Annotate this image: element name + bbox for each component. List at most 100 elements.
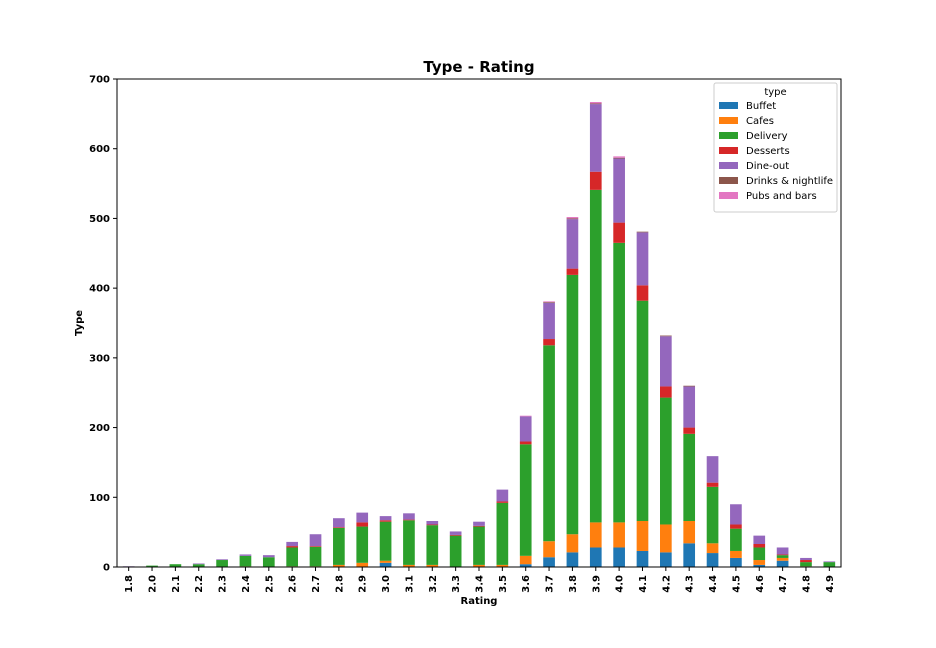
bar-delivery-2.2 bbox=[192, 564, 205, 567]
bar-pubs-and-bars-3.9 bbox=[589, 102, 602, 104]
legend-swatch-desserts bbox=[719, 147, 738, 154]
bar-desserts-4.8 bbox=[800, 560, 812, 563]
bar-pubs-and-bars-3.6 bbox=[519, 415, 532, 417]
x-tick-label: 4.9 bbox=[825, 575, 836, 593]
bar-drinks-nightlife-3.7 bbox=[543, 302, 555, 303]
bar-desserts-2.7 bbox=[309, 546, 322, 547]
x-tick-label: 3.7 bbox=[545, 575, 556, 593]
bar-dine-out-3.6 bbox=[519, 416, 532, 442]
bar-delivery-4.1 bbox=[636, 300, 649, 521]
bar-delivery-4.2 bbox=[660, 397, 672, 525]
bar-delivery-3.2 bbox=[426, 525, 439, 565]
x-tick-label: 4.2 bbox=[661, 575, 672, 593]
x-tick-label: 2.0 bbox=[148, 575, 159, 593]
bar-buffet-4.1 bbox=[636, 550, 649, 567]
x-tick-label: 3.4 bbox=[475, 575, 486, 593]
bar-cafes-4.3 bbox=[683, 520, 696, 544]
bar-dine-out-3.2 bbox=[426, 520, 439, 525]
bar-cafes-4.7 bbox=[776, 557, 789, 561]
bar-drinks-nightlife-4.3 bbox=[683, 385, 696, 387]
bar-delivery-4.8 bbox=[800, 562, 812, 567]
bar-buffet-3.0 bbox=[379, 562, 392, 567]
x-tick-label: 4.6 bbox=[755, 575, 766, 593]
bar-desserts-3.0 bbox=[379, 520, 392, 522]
bar-delivery-3.8 bbox=[566, 274, 579, 535]
bar-delivery-2.9 bbox=[356, 526, 369, 563]
bar-buffet-4.7 bbox=[776, 560, 789, 567]
legend: type Buffet Cafes Delivery Desserts Dine-out D… bbox=[713, 82, 838, 213]
bar-cafes-3.5 bbox=[496, 564, 509, 567]
bar-dine-out-3.9 bbox=[589, 104, 602, 172]
bar-desserts-3.4 bbox=[473, 525, 485, 527]
y-tick-label: 700 bbox=[89, 75, 110, 86]
x-tick-label: 3.2 bbox=[428, 575, 439, 593]
y-tick-label: 100 bbox=[89, 493, 110, 504]
bar-drinks-nightlife-4.0 bbox=[613, 157, 625, 159]
x-tick-label: 4.4 bbox=[708, 575, 719, 593]
bar-dine-out-2.3 bbox=[216, 559, 228, 561]
legend-label-dine-out: Dine-out bbox=[746, 161, 789, 172]
bar-cafes-2.8 bbox=[333, 564, 345, 567]
bar-desserts-2.8 bbox=[333, 527, 345, 528]
x-tick-label: 3.3 bbox=[451, 575, 462, 593]
bar-pubs-and-bars-3.8 bbox=[566, 217, 579, 219]
bar-dine-out-4.5 bbox=[730, 504, 742, 525]
bar-buffet-4.5 bbox=[730, 557, 742, 567]
bar-delivery-4.9 bbox=[823, 562, 836, 567]
bar-delivery-2.3 bbox=[216, 560, 228, 567]
x-tick-label: 2.1 bbox=[171, 575, 182, 593]
x-tick-label: 2.7 bbox=[311, 575, 322, 593]
bar-dine-out-3.4 bbox=[473, 521, 485, 526]
y-tick-label: 200 bbox=[89, 423, 110, 434]
x-tick-label: 2.2 bbox=[194, 575, 205, 593]
bar-cafes-4.6 bbox=[753, 560, 766, 565]
bar-dine-out-4.8 bbox=[800, 557, 812, 561]
bar-buffet-4.3 bbox=[683, 543, 696, 567]
x-tick-label: 4.0 bbox=[615, 575, 626, 593]
bar-cafes-4.4 bbox=[706, 543, 719, 554]
bar-cafes-4.1 bbox=[636, 520, 649, 551]
y-tick-label: 600 bbox=[89, 144, 110, 155]
bar-delivery-3.1 bbox=[403, 520, 415, 565]
x-tick-label: 2.3 bbox=[218, 575, 229, 593]
x-tick-label: 2.9 bbox=[358, 575, 369, 593]
x-tick-label: 3.8 bbox=[568, 575, 579, 593]
legend-swatch-delivery bbox=[719, 132, 738, 139]
bar-delivery-3.6 bbox=[519, 444, 532, 556]
bar-delivery-3.3 bbox=[449, 535, 462, 567]
bar-buffet-3.7 bbox=[543, 557, 555, 567]
bar-pubs-and-bars-3.7 bbox=[543, 301, 555, 303]
legend-label-buffet: Buffet bbox=[746, 101, 776, 112]
bar-dine-out-4.3 bbox=[683, 386, 696, 428]
x-axis-label: Rating bbox=[461, 596, 498, 607]
x-tick-label: 4.7 bbox=[778, 575, 789, 593]
x-tick-label: 3.6 bbox=[521, 575, 532, 593]
bar-dine-out-2.6 bbox=[286, 541, 298, 547]
y-tick-label: 0 bbox=[103, 563, 110, 574]
bar-dine-out-2.4 bbox=[239, 554, 252, 556]
x-tick-label: 1.8 bbox=[124, 575, 135, 593]
legend-swatch-buffet bbox=[719, 102, 738, 109]
x-tick-label: 2.8 bbox=[334, 575, 345, 593]
legend-swatch-cafes bbox=[719, 117, 738, 124]
y-tick-label: 400 bbox=[89, 284, 110, 295]
bar-desserts-3.6 bbox=[519, 441, 532, 445]
x-tick-label: 2.6 bbox=[288, 575, 299, 593]
bar-cafes-4.2 bbox=[660, 524, 672, 553]
x-tick-label: 3.9 bbox=[591, 575, 602, 593]
bar-dine-out-3.5 bbox=[496, 489, 509, 502]
bar-dine-out-2.2 bbox=[192, 563, 205, 565]
x-tick-label: 2.5 bbox=[264, 575, 275, 593]
bar-drinks-nightlife-4.2 bbox=[660, 335, 672, 337]
bar-delivery-3.0 bbox=[379, 521, 392, 561]
bar-drinks-nightlife-3.9 bbox=[589, 103, 602, 105]
bar-delivery-2.7 bbox=[309, 546, 322, 567]
x-tick-label: 4.5 bbox=[731, 575, 742, 593]
bar-buffet-3.6 bbox=[519, 564, 532, 567]
bar-buffet-4.2 bbox=[660, 552, 672, 567]
chart-title: Type - Rating bbox=[423, 58, 534, 76]
x-tick-label: 4.8 bbox=[801, 575, 812, 593]
bar-dine-out-2.5 bbox=[262, 555, 275, 558]
bar-desserts-4.5 bbox=[730, 524, 742, 529]
x-tick-label: 3.1 bbox=[404, 575, 415, 593]
